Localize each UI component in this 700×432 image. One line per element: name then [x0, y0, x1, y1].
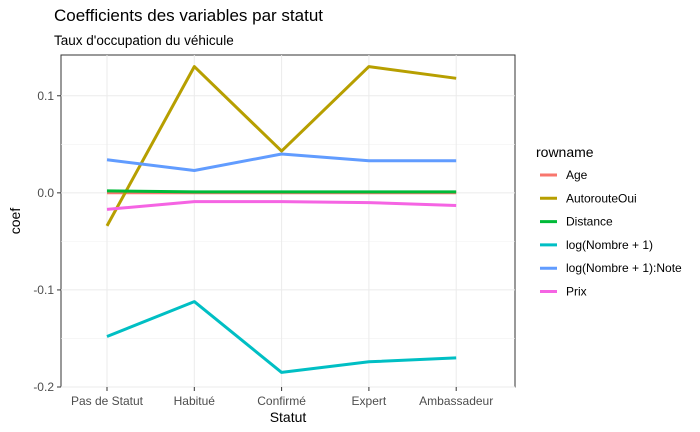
- x-tick-label: Ambassadeur: [419, 394, 493, 408]
- legend: rowname Age AutorouteOui Distance log(Nombr…: [536, 144, 682, 299]
- legend-label-distance: Distance: [566, 215, 613, 229]
- series-line-log-nombre-1-note: [106, 152, 457, 172]
- x-tick-label: Expert: [352, 394, 387, 408]
- y-tick-label: 0.1: [37, 89, 54, 103]
- chart-title: Coefficients des variables par statut: [54, 6, 323, 25]
- y-tick-label: 0.0: [37, 186, 54, 200]
- legend-label-age: Age: [566, 168, 588, 182]
- chart-subtitle: Taux d'occupation du véhicule: [54, 33, 234, 48]
- series-line-distance: [106, 189, 457, 194]
- x-tick-label: Confirmé: [257, 394, 306, 408]
- series-line-autorouteoui: [105, 65, 457, 227]
- x-axis-title: Statut: [270, 409, 307, 425]
- series-line-prix: [106, 200, 457, 211]
- legend-title: rowname: [536, 144, 594, 160]
- x-tick-label: Pas de Statut: [71, 394, 144, 408]
- legend-label-prix: Prix: [566, 285, 587, 299]
- legend-label-log-nombre-1: log(Nombre + 1): [566, 238, 653, 252]
- legend-label-autorouteoui: AutorouteOui: [566, 191, 637, 205]
- x-tick-label: Habitué: [174, 394, 216, 408]
- y-tick-label: -0.1: [33, 283, 54, 297]
- legend-label-log-nombre-1-note: log(Nombre + 1):Note: [566, 261, 682, 275]
- grid-layer: [61, 55, 515, 388]
- series-line-log-nombre-1: [106, 300, 457, 374]
- y-axis-title: coef: [7, 208, 23, 235]
- y-tick-label: -0.2: [33, 380, 54, 394]
- axis-layer: 0.1 0.0 -0.1 -0.2 Pas de Statut Habitué Confir…: [33, 89, 493, 408]
- plot-panel: [60, 54, 516, 388]
- series-layer: [105, 65, 457, 374]
